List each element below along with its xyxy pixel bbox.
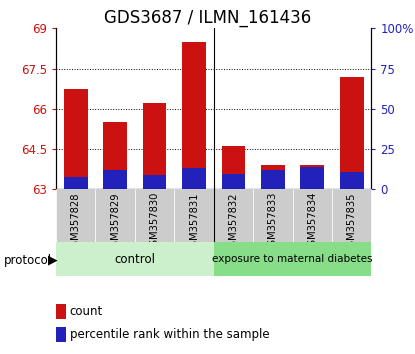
Bar bbox=[64, 89, 88, 189]
Bar bbox=[340, 172, 364, 189]
Text: control: control bbox=[115, 253, 155, 266]
Bar bbox=[222, 174, 245, 189]
Text: GSM357834: GSM357834 bbox=[307, 192, 317, 252]
Text: GSM357828: GSM357828 bbox=[71, 192, 81, 252]
FancyBboxPatch shape bbox=[214, 189, 253, 242]
Text: GSM357832: GSM357832 bbox=[228, 192, 239, 252]
FancyBboxPatch shape bbox=[253, 189, 293, 242]
Bar bbox=[64, 177, 88, 189]
FancyBboxPatch shape bbox=[56, 189, 95, 242]
Text: GSM357833: GSM357833 bbox=[268, 192, 278, 252]
FancyBboxPatch shape bbox=[95, 189, 135, 242]
FancyBboxPatch shape bbox=[174, 189, 214, 242]
Bar bbox=[300, 165, 324, 189]
Bar bbox=[103, 170, 127, 189]
Text: GSM357829: GSM357829 bbox=[110, 192, 120, 253]
FancyBboxPatch shape bbox=[135, 189, 174, 242]
Text: GSM357830: GSM357830 bbox=[149, 192, 160, 252]
Bar bbox=[182, 42, 206, 189]
FancyBboxPatch shape bbox=[56, 242, 214, 276]
Bar bbox=[340, 76, 364, 189]
Text: GDS3687 / ILMN_161436: GDS3687 / ILMN_161436 bbox=[104, 9, 311, 27]
Bar bbox=[182, 169, 206, 189]
FancyBboxPatch shape bbox=[214, 242, 371, 276]
Text: percentile rank within the sample: percentile rank within the sample bbox=[70, 328, 269, 341]
Text: count: count bbox=[70, 305, 103, 318]
Bar bbox=[261, 170, 285, 189]
Bar bbox=[143, 175, 166, 189]
Bar bbox=[222, 147, 245, 189]
Text: protocol: protocol bbox=[4, 254, 52, 267]
Text: GSM357831: GSM357831 bbox=[189, 192, 199, 252]
FancyBboxPatch shape bbox=[332, 189, 371, 242]
Text: ▶: ▶ bbox=[48, 254, 57, 267]
Text: GSM357835: GSM357835 bbox=[347, 192, 357, 252]
Bar bbox=[261, 165, 285, 189]
Text: exposure to maternal diabetes: exposure to maternal diabetes bbox=[212, 254, 373, 264]
FancyBboxPatch shape bbox=[293, 189, 332, 242]
Bar bbox=[300, 167, 324, 189]
Bar bbox=[103, 122, 127, 189]
Bar bbox=[143, 103, 166, 189]
